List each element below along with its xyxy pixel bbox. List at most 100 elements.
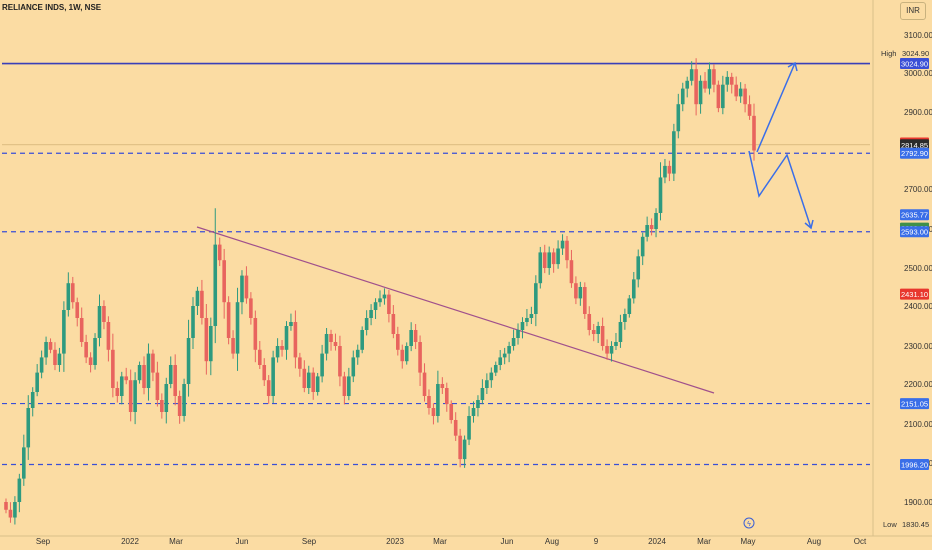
candle-11 bbox=[53, 342, 57, 371]
candle-118 bbox=[529, 306, 534, 324]
candle-161 bbox=[721, 75, 725, 115]
candle-114 bbox=[511, 329, 516, 351]
trend-line bbox=[196, 226, 715, 394]
candle-19 bbox=[88, 352, 93, 373]
x-tick-label: Jun bbox=[501, 537, 514, 546]
candle-154 bbox=[689, 61, 694, 86]
candle-31 bbox=[142, 356, 146, 395]
candle-22 bbox=[102, 300, 106, 330]
candle-101 bbox=[453, 412, 458, 441]
candle-137 bbox=[614, 333, 618, 350]
candle-81 bbox=[364, 310, 369, 336]
candle-3 bbox=[17, 473, 22, 513]
x-tick-label: 2022 bbox=[121, 537, 139, 546]
price-labels: High3024.90Low1830.453024.902819.602814.… bbox=[881, 49, 929, 529]
candle-149 bbox=[667, 160, 672, 182]
currency-button[interactable]: INR bbox=[900, 2, 926, 20]
candle-38 bbox=[173, 354, 177, 406]
candle-68 bbox=[306, 365, 311, 394]
candle-46 bbox=[209, 317, 213, 376]
candle-28 bbox=[128, 369, 133, 422]
trend-annotations bbox=[196, 61, 814, 394]
candle-133 bbox=[596, 321, 600, 343]
x-tick-label: Sep bbox=[302, 537, 317, 546]
candle-30 bbox=[137, 361, 142, 384]
price-tag-8: 2151.05 bbox=[900, 398, 929, 410]
price-tag-2: 2814.85 bbox=[900, 139, 929, 151]
candle-10 bbox=[48, 338, 53, 354]
candle-63 bbox=[284, 321, 289, 360]
candle-77 bbox=[347, 367, 351, 401]
candle-139 bbox=[623, 308, 627, 330]
candle-166 bbox=[743, 83, 747, 113]
candle-57 bbox=[257, 341, 262, 369]
candle-73 bbox=[329, 329, 333, 351]
x-tick-label: Oct bbox=[854, 537, 867, 546]
candle-51 bbox=[231, 330, 235, 359]
candle-83 bbox=[373, 298, 378, 319]
candle-120 bbox=[538, 246, 543, 289]
candle-164 bbox=[734, 76, 738, 102]
candle-32 bbox=[146, 343, 151, 401]
candle-40 bbox=[182, 378, 186, 422]
candle-47 bbox=[213, 208, 218, 344]
candle-35 bbox=[160, 393, 164, 419]
candle-116 bbox=[520, 317, 525, 339]
candle-39 bbox=[177, 390, 182, 424]
candle-136 bbox=[609, 341, 614, 362]
y-tick-label: 2400.00 bbox=[904, 302, 932, 311]
price-tag-9: 1996.20 bbox=[900, 458, 929, 470]
candle-78 bbox=[351, 350, 356, 383]
candle-17 bbox=[79, 307, 84, 347]
candle-53 bbox=[240, 270, 244, 315]
candle-162 bbox=[725, 71, 730, 92]
candle-27 bbox=[124, 367, 129, 385]
candle-125 bbox=[560, 234, 565, 255]
candle-0 bbox=[4, 498, 8, 514]
y-tick-label: 2900.00 bbox=[904, 108, 932, 117]
svg-text:2593.00: 2593.00 bbox=[901, 228, 928, 237]
candle-97 bbox=[436, 370, 440, 423]
candle-8 bbox=[39, 350, 44, 379]
candle-44 bbox=[200, 279, 204, 325]
candle-84 bbox=[378, 290, 382, 307]
candle-151 bbox=[676, 93, 681, 139]
candle-41 bbox=[186, 319, 191, 397]
candle-50 bbox=[226, 296, 231, 345]
candle-155 bbox=[694, 58, 698, 116]
x-tick-label: 2024 bbox=[648, 537, 666, 546]
candle-29 bbox=[133, 372, 137, 425]
candle-127 bbox=[569, 249, 574, 288]
x-tick-label: Mar bbox=[433, 537, 447, 546]
candle-156 bbox=[698, 75, 703, 114]
price-tag-7: 2431.10 bbox=[900, 288, 929, 300]
candle-66 bbox=[298, 352, 302, 377]
candle-34 bbox=[155, 361, 160, 407]
candle-13 bbox=[62, 301, 66, 372]
candle-140 bbox=[627, 294, 632, 318]
y-tick-label: 2200.00 bbox=[904, 380, 932, 389]
candle-134 bbox=[600, 317, 605, 351]
svg-text:3024.90: 3024.90 bbox=[901, 60, 928, 69]
candle-163 bbox=[729, 72, 734, 94]
candle-48 bbox=[217, 237, 222, 267]
candle-33 bbox=[151, 349, 155, 382]
candle-18 bbox=[84, 334, 88, 364]
y-tick-label: 2300.00 bbox=[904, 342, 932, 351]
candle-72 bbox=[324, 328, 329, 361]
candle-87 bbox=[391, 305, 396, 339]
candle-4 bbox=[22, 434, 26, 486]
x-tick-label: Mar bbox=[169, 537, 183, 546]
low-value: 1830.45 bbox=[902, 520, 929, 529]
candle-71 bbox=[320, 344, 324, 383]
candle-56 bbox=[253, 310, 258, 363]
candle-89 bbox=[400, 344, 405, 369]
candle-42 bbox=[191, 297, 195, 350]
candle-86 bbox=[387, 290, 391, 323]
candle-157 bbox=[703, 72, 707, 93]
candle-91 bbox=[409, 322, 413, 352]
price-axis: 1900.002000.002100.002200.002300.002400.… bbox=[872, 0, 932, 536]
candle-130 bbox=[583, 282, 587, 319]
candle-20 bbox=[93, 333, 97, 370]
